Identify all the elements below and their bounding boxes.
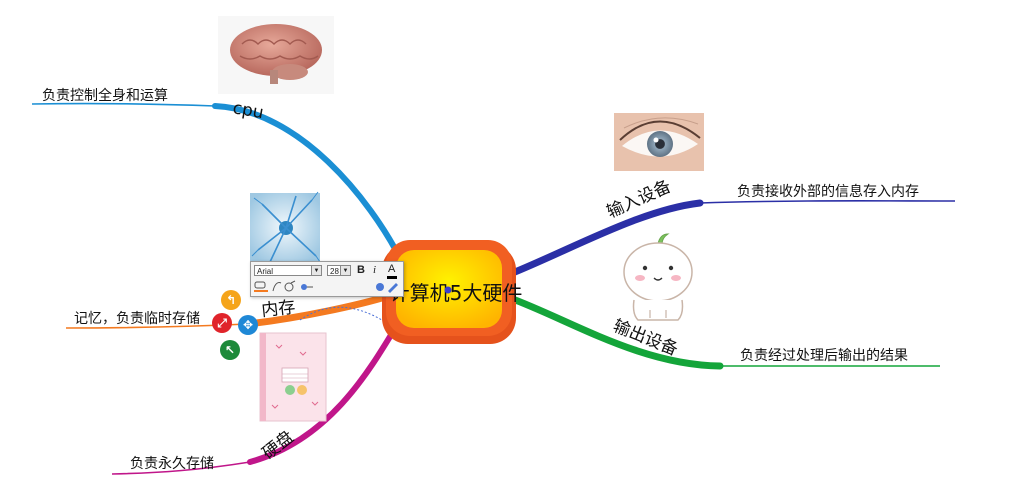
memory-connector-dots [299,306,391,326]
theme-icon[interactable] [284,280,296,292]
font-family-select[interactable]: Arial ▼ [254,265,322,276]
font-size-value: 28 [330,267,339,276]
line-style-icon[interactable] [254,281,268,292]
font-color-swatch [387,276,397,279]
bold-button[interactable]: B [357,264,365,276]
chevron-down-icon[interactable]: ▼ [311,266,321,275]
leaf-cpu[interactable]: 负责控制全身和运算 [42,87,168,104]
branch-cpu-leaf-line [31,102,216,107]
branch-disk-line [247,317,403,465]
undo-arrow-icon[interactable]: ↖ [220,340,240,360]
branch-label-memory[interactable]: 内存 [260,298,296,321]
font-color-button[interactable]: A [388,263,396,275]
branch-memory-line [244,291,396,328]
pencil-icon[interactable] [388,283,398,293]
toolbar-row2 [254,280,398,293]
branch-label-cpu[interactable]: cpu [231,98,265,123]
branch-output-line [506,294,724,370]
delete-node-icon[interactable]: ⤢ [212,313,232,333]
add-child-icon[interactable]: ↰ [221,290,241,310]
leaf-input[interactable]: 负责接收外部的信息存入内存 [737,183,919,200]
leaf-disk[interactable]: 负责永久存储 [130,456,214,472]
font-family-value: Arial [257,267,274,276]
selection-handle[interactable] [444,286,452,294]
center-node[interactable]: 计算机5大硬件 [382,240,522,344]
eye-image[interactable] [614,113,704,171]
cartoon-character-image[interactable] [623,233,693,321]
center-title: 计算机5大硬件 [390,281,523,305]
branch-input-line [506,199,704,278]
text-format-toolbar: Arial ▼ 28 ▼ B i A [250,261,404,297]
leaf-output[interactable]: 负责经过处理后输出的结果 [740,348,908,364]
brain-image[interactable] [218,16,334,94]
leaf-memory[interactable]: 记忆，负责临时存储 [74,311,200,327]
fill-color-icon[interactable] [376,283,384,291]
connector-icon[interactable] [301,284,313,290]
italic-button[interactable]: i [373,264,377,276]
branch-cpu-line [212,103,403,261]
font-size-select[interactable]: 28 ▼ [327,265,351,276]
curve-icon[interactable] [272,282,282,292]
branch-disk-leaf-line [111,461,251,475]
neuron-image[interactable] [250,191,321,263]
chevron-down-icon[interactable]: ▼ [340,266,350,275]
notebook-image[interactable] [259,332,327,422]
branch-input-leaf-line [699,200,956,204]
move-node-icon[interactable]: ✥ [238,315,258,335]
